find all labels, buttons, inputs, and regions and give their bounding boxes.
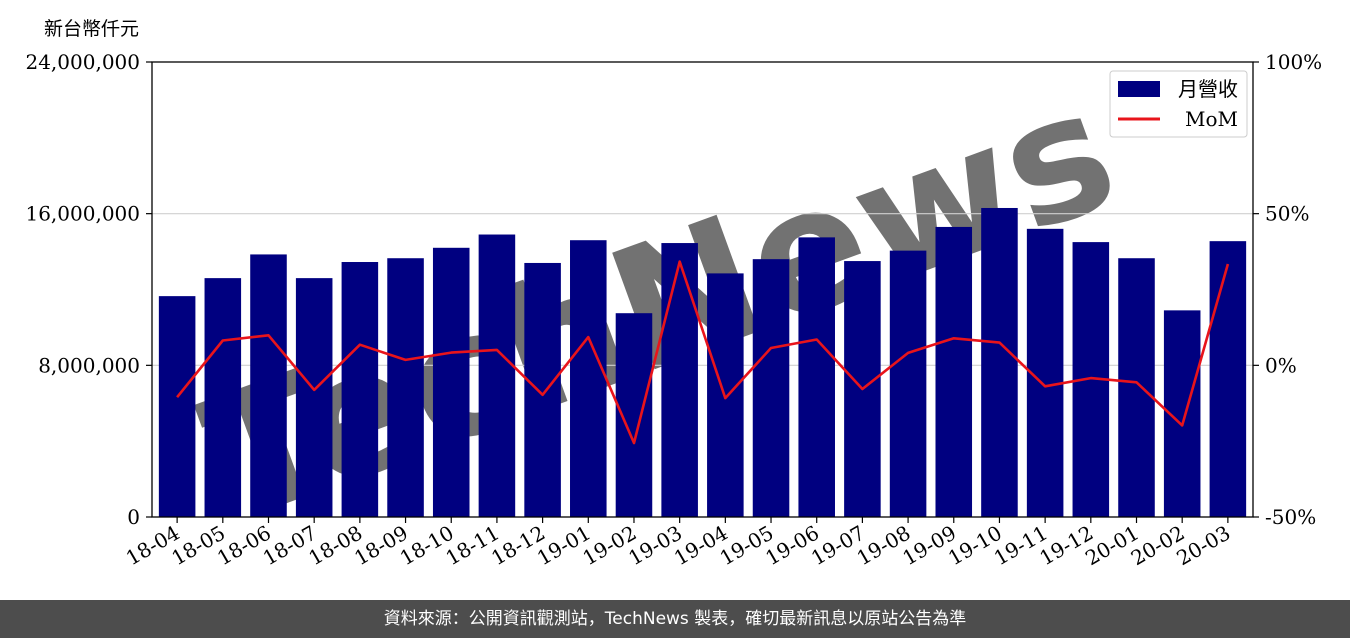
bar [250, 254, 287, 518]
bar [478, 234, 516, 518]
bar [341, 262, 379, 517]
left-tick-label: 8,000,000 [38, 353, 140, 377]
x-tick-label: 20-03 [1172, 521, 1234, 571]
mom-line [176, 260, 1230, 445]
bar [1118, 258, 1155, 517]
right-tick-label: 100% [1265, 50, 1322, 74]
legend-label-mom: MoM [1185, 107, 1238, 131]
right-tick-label: 0% [1265, 353, 1297, 377]
bar [524, 262, 561, 517]
right-tick-label: -50% [1265, 505, 1316, 529]
grid-lines [152, 213, 1253, 366]
left-tick-label: 24,000,000 [25, 50, 140, 74]
mom-series [176, 260, 1230, 445]
bar [935, 226, 973, 517]
left-tick-label: 16,000,000 [25, 202, 140, 226]
legend: 月營收 MoM [1109, 70, 1248, 138]
right-tick-label: 50% [1265, 202, 1309, 226]
legend-swatch-bar [1118, 81, 1160, 97]
bar [1209, 241, 1247, 517]
bar-series [158, 207, 1247, 518]
source-footer: 資料來源：公開資訊觀測站，TechNews 製表，確切最新訊息以原站公告為準 [0, 600, 1350, 638]
left-tick-label: 0 [127, 505, 140, 529]
bar [798, 237, 835, 518]
bar [889, 250, 927, 517]
bar [752, 259, 790, 517]
bar [204, 278, 242, 517]
revenue-chart: TechNews 08,000,00016,000,00024,000,000-… [25, 50, 1322, 571]
bar [158, 296, 196, 517]
bar [432, 247, 470, 517]
bar [981, 207, 1018, 517]
legend-label-revenue: 月營收 [1178, 77, 1238, 101]
bar [570, 240, 607, 518]
plot-frame [151, 61, 1254, 518]
bar [661, 243, 698, 518]
bar [387, 258, 424, 517]
bar [295, 278, 333, 517]
y-axis-unit-label: 新台幣仟元 [44, 18, 140, 40]
